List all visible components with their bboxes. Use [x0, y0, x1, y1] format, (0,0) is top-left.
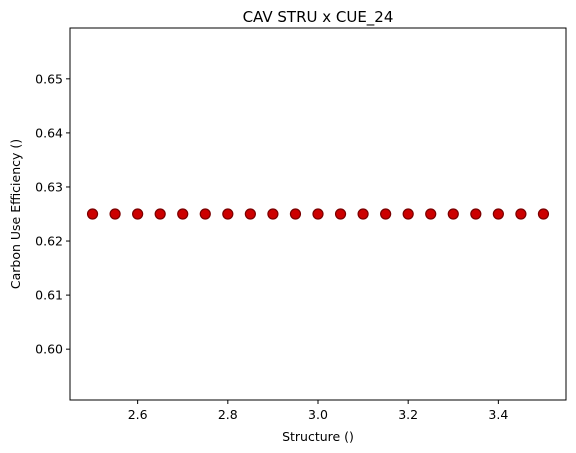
x-tick-label: 3.2 — [398, 407, 418, 422]
scatter-point — [425, 208, 437, 220]
scatter-point — [537, 208, 550, 220]
scatter-point — [334, 208, 347, 220]
data-points — [86, 208, 550, 220]
y-tick-label: 0.62 — [35, 234, 63, 249]
y-tick-label: 0.64 — [35, 125, 63, 140]
scatter-point — [222, 208, 234, 220]
scatter-point — [470, 208, 482, 220]
x-tick-label: 2.8 — [218, 407, 238, 422]
y-tick-label: 0.61 — [35, 288, 63, 303]
plot-area-frame — [69, 27, 567, 401]
x-tick-label: 3.4 — [488, 407, 508, 422]
scatter-point — [289, 208, 302, 220]
axis-ticks: 2.6 2.8 3.0 3.2 3.4 0.60 0.61 0.62 0.63 0.64 0.65 — [35, 71, 508, 422]
scatter-point — [402, 208, 414, 220]
scatter-point — [109, 208, 121, 220]
scatter-point — [86, 208, 99, 220]
scatter-point — [312, 208, 324, 220]
y-tick-label: 0.63 — [35, 179, 63, 194]
x-tick-label: 3.0 — [308, 407, 328, 422]
y-tick-label: 0.60 — [35, 342, 63, 357]
y-tick-label: 0.65 — [35, 71, 63, 86]
scatter-point — [154, 208, 166, 220]
scatter-point — [177, 208, 189, 220]
scatter-point — [244, 208, 256, 220]
scatter-point — [380, 208, 392, 220]
scatter-point — [267, 208, 279, 220]
scatter-point — [357, 208, 369, 220]
scatter-point — [199, 208, 211, 220]
chart-title: CAV STRU x CUE_24 — [243, 8, 394, 27]
scatter-point — [132, 208, 144, 220]
scatter-point — [447, 208, 459, 220]
scatter-point — [492, 208, 504, 220]
scatter-point — [515, 208, 527, 220]
x-axis-label: Structure () — [282, 429, 354, 444]
y-axis-label: Carbon Use Efficiency () — [8, 139, 23, 289]
x-tick-label: 2.6 — [128, 407, 148, 422]
